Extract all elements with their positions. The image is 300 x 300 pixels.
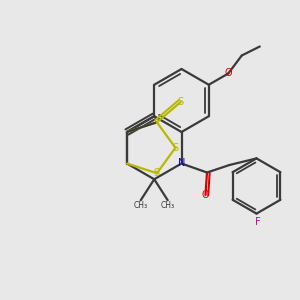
Text: F: F [255,217,260,227]
Text: O: O [202,190,209,200]
Text: S: S [172,143,178,153]
Text: N: N [178,158,185,169]
Text: O: O [224,68,232,79]
Text: CH₃: CH₃ [134,201,148,210]
Text: CH₃: CH₃ [161,201,175,210]
Text: S: S [178,97,184,107]
Text: S: S [154,168,160,178]
